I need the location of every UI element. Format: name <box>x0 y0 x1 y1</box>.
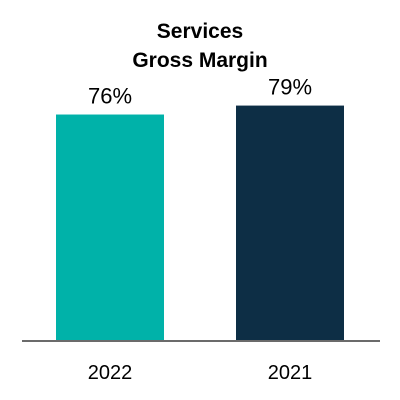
data-labels: 76% 79% <box>88 75 312 109</box>
chart-title-line-1: Services <box>157 20 243 43</box>
chart-title: Services Gross Margin <box>132 20 267 72</box>
data-label-2021: 79% <box>268 75 312 100</box>
bars <box>56 105 344 342</box>
bar-2021 <box>236 105 344 341</box>
data-label-2022: 76% <box>88 84 132 109</box>
chart-title-line-2: Gross Margin <box>132 49 267 72</box>
x-tick-label-2021: 2021 <box>268 362 313 384</box>
x-tick-label-2022: 2022 <box>88 362 133 384</box>
bar-2022 <box>56 114 164 342</box>
x-tick-labels: 2022 2021 <box>88 362 313 384</box>
